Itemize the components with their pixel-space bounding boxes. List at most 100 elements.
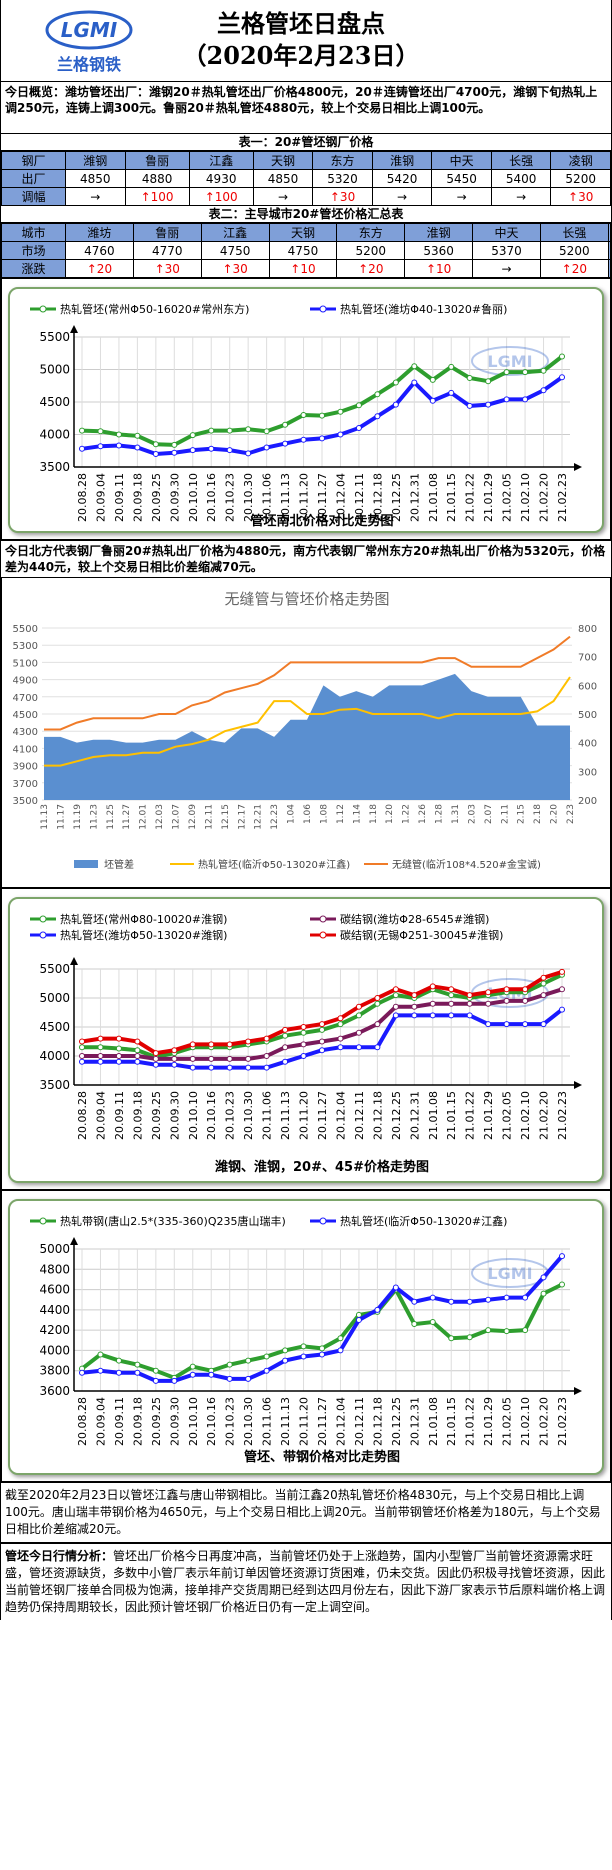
x-tick-label: 20.12.31 xyxy=(408,1397,421,1446)
data-point xyxy=(245,1375,252,1382)
data-point xyxy=(448,1335,455,1342)
x-tick-label: 21.01.15 xyxy=(445,1091,458,1140)
change-cell: ↑30 xyxy=(312,187,373,206)
data-point xyxy=(245,1064,252,1071)
y-tick-label: 5000 xyxy=(39,1242,70,1256)
x-tick-label: 20.10.23 xyxy=(224,473,237,522)
data-point xyxy=(226,1064,233,1071)
data-point xyxy=(540,992,547,999)
x-tick-label: 11.19 xyxy=(73,804,83,830)
data-point xyxy=(134,1361,141,1368)
data-point xyxy=(152,1061,159,1068)
x-tick-label: 20.10.30 xyxy=(242,473,255,522)
data-point xyxy=(522,1021,529,1028)
data-point xyxy=(97,1044,104,1051)
watermark-logo: LGMI xyxy=(471,346,549,376)
x-tick-label: 20.11.27 xyxy=(316,1397,329,1446)
data-point xyxy=(134,432,141,439)
data-point xyxy=(429,1000,436,1007)
data-point xyxy=(522,1294,529,1301)
x-tick-label: 21.02.20 xyxy=(538,473,551,522)
data-point xyxy=(448,992,455,999)
data-point xyxy=(79,1044,85,1051)
x-tick-label: 20.10.10 xyxy=(187,473,200,522)
x-tick-label: 11.25 xyxy=(106,804,116,830)
data-point xyxy=(282,1044,289,1051)
price-cell: 4930 xyxy=(188,169,254,188)
x-tick-label: 20.11.20 xyxy=(298,1397,311,1446)
data-point xyxy=(134,1053,141,1059)
row-label: 出厂 xyxy=(1,169,66,188)
x-tick-label: 1.31 xyxy=(451,804,461,824)
data-point xyxy=(319,1021,325,1028)
price-cell: 5420 xyxy=(371,169,433,188)
y-tick-label: 4500 xyxy=(39,395,70,409)
data-point xyxy=(115,442,122,449)
legend-marker xyxy=(319,1217,327,1225)
data-point xyxy=(300,1029,307,1036)
summary-text: 潍坊管坯出厂：潍钢20＃热轧管坯出厂价格4800元，20＃连铸管坯出厂4700元… xyxy=(5,85,598,115)
table2-row-change: 涨跌 ↑20 ↑30 ↑30 ↑10 ↑20 ↑10 → ↑20 xyxy=(1,259,612,278)
data-point xyxy=(355,1317,362,1323)
data-point xyxy=(226,1041,233,1048)
data-point xyxy=(189,1041,196,1048)
price-cell: 5200 xyxy=(550,169,611,188)
table1-row-change: 调幅 → ↑100 ↑100 → ↑30 → → → ↑30 xyxy=(1,187,611,206)
x-tick-label: 1.06 xyxy=(303,804,313,824)
x-tick-label: 21.01.29 xyxy=(482,1397,495,1446)
y-tick-label: 3900 xyxy=(13,762,38,773)
x-tick-label: 20.12.11 xyxy=(353,473,366,522)
analysis-label: 管坯今日行情分析： xyxy=(5,1549,114,1563)
data-point xyxy=(208,1064,215,1071)
data-point xyxy=(282,1032,289,1039)
data-point xyxy=(263,1064,270,1071)
analysis-text: 管坯出厂价格今日再度冲高，当前管坯仍处于上涨趋势，国内小型管厂当前管坯资源需求旺… xyxy=(5,1549,606,1614)
data-point xyxy=(355,1044,362,1051)
legend-label: 热轧管坯(临沂Φ50-13020#江鑫) xyxy=(340,1214,507,1228)
x-tick-label: 21.01.08 xyxy=(427,1397,440,1446)
header-cell: 鲁丽 xyxy=(124,151,190,170)
x-tick-label: 20.12.11 xyxy=(353,1397,366,1446)
data-point xyxy=(448,363,455,370)
x-tick-label: 20.10.30 xyxy=(242,1091,255,1140)
data-point xyxy=(97,443,104,450)
data-point xyxy=(355,402,362,409)
data-point xyxy=(522,396,529,403)
header-cell: 江鑫 xyxy=(200,223,270,242)
price-cell: 4850 xyxy=(252,169,314,188)
data-point xyxy=(540,367,547,374)
chart1-panel: 3500 4000 4500 5000 5500 20.08.28 20.09.04 20.0… xyxy=(8,287,604,533)
change-cell: ↑30 xyxy=(200,259,270,278)
data-point xyxy=(300,412,307,418)
data-point xyxy=(448,986,455,993)
data-point xyxy=(97,1367,104,1374)
header-cell: 中天 xyxy=(431,151,492,170)
data-point xyxy=(134,1058,141,1065)
data-point xyxy=(559,374,565,381)
price-cell: 5400 xyxy=(490,169,552,188)
data-point xyxy=(319,1351,325,1358)
data-point xyxy=(355,1012,362,1019)
x-tick-label: 20.09.18 xyxy=(131,1091,144,1140)
x-tick-label: 12.23 xyxy=(270,804,280,830)
data-point xyxy=(208,1041,215,1048)
data-point xyxy=(503,369,510,376)
table2: 城市 潍坊 鲁丽 江鑫 天钢 东方 淮钢 中天 长强 市场 4760 4770 4750 4750 520… xyxy=(1,223,612,278)
chart4-panel: 3600 3800 4000 4200 4400 4600 4800 5000 20.08.28… xyxy=(8,1199,604,1475)
x-tick-label: 20.09.11 xyxy=(113,473,126,522)
table2-caption: 表二：主导城市20#管坯价格汇总表 xyxy=(1,206,611,223)
data-point xyxy=(171,441,178,448)
data-point xyxy=(429,1012,436,1019)
data-point xyxy=(115,1058,122,1065)
series-line xyxy=(44,635,571,731)
summary-label: 今日概览： xyxy=(5,85,66,99)
x-tick-label: 1.04 xyxy=(287,804,297,824)
y-tick-label: 3500 xyxy=(13,796,38,807)
x-tick-label: 12.15 xyxy=(221,804,231,830)
chart1-box: 3500 4000 4500 5000 5500 20.08.28 20.09.04 20.0… xyxy=(1,278,611,540)
data-point xyxy=(115,1035,122,1042)
x-tick-label: 20.12.04 xyxy=(334,1091,347,1140)
x-tick-label: 20.10.23 xyxy=(224,1091,237,1140)
x-tick-label: 20.09.30 xyxy=(168,1091,181,1140)
y-axis-arrow xyxy=(70,957,78,965)
